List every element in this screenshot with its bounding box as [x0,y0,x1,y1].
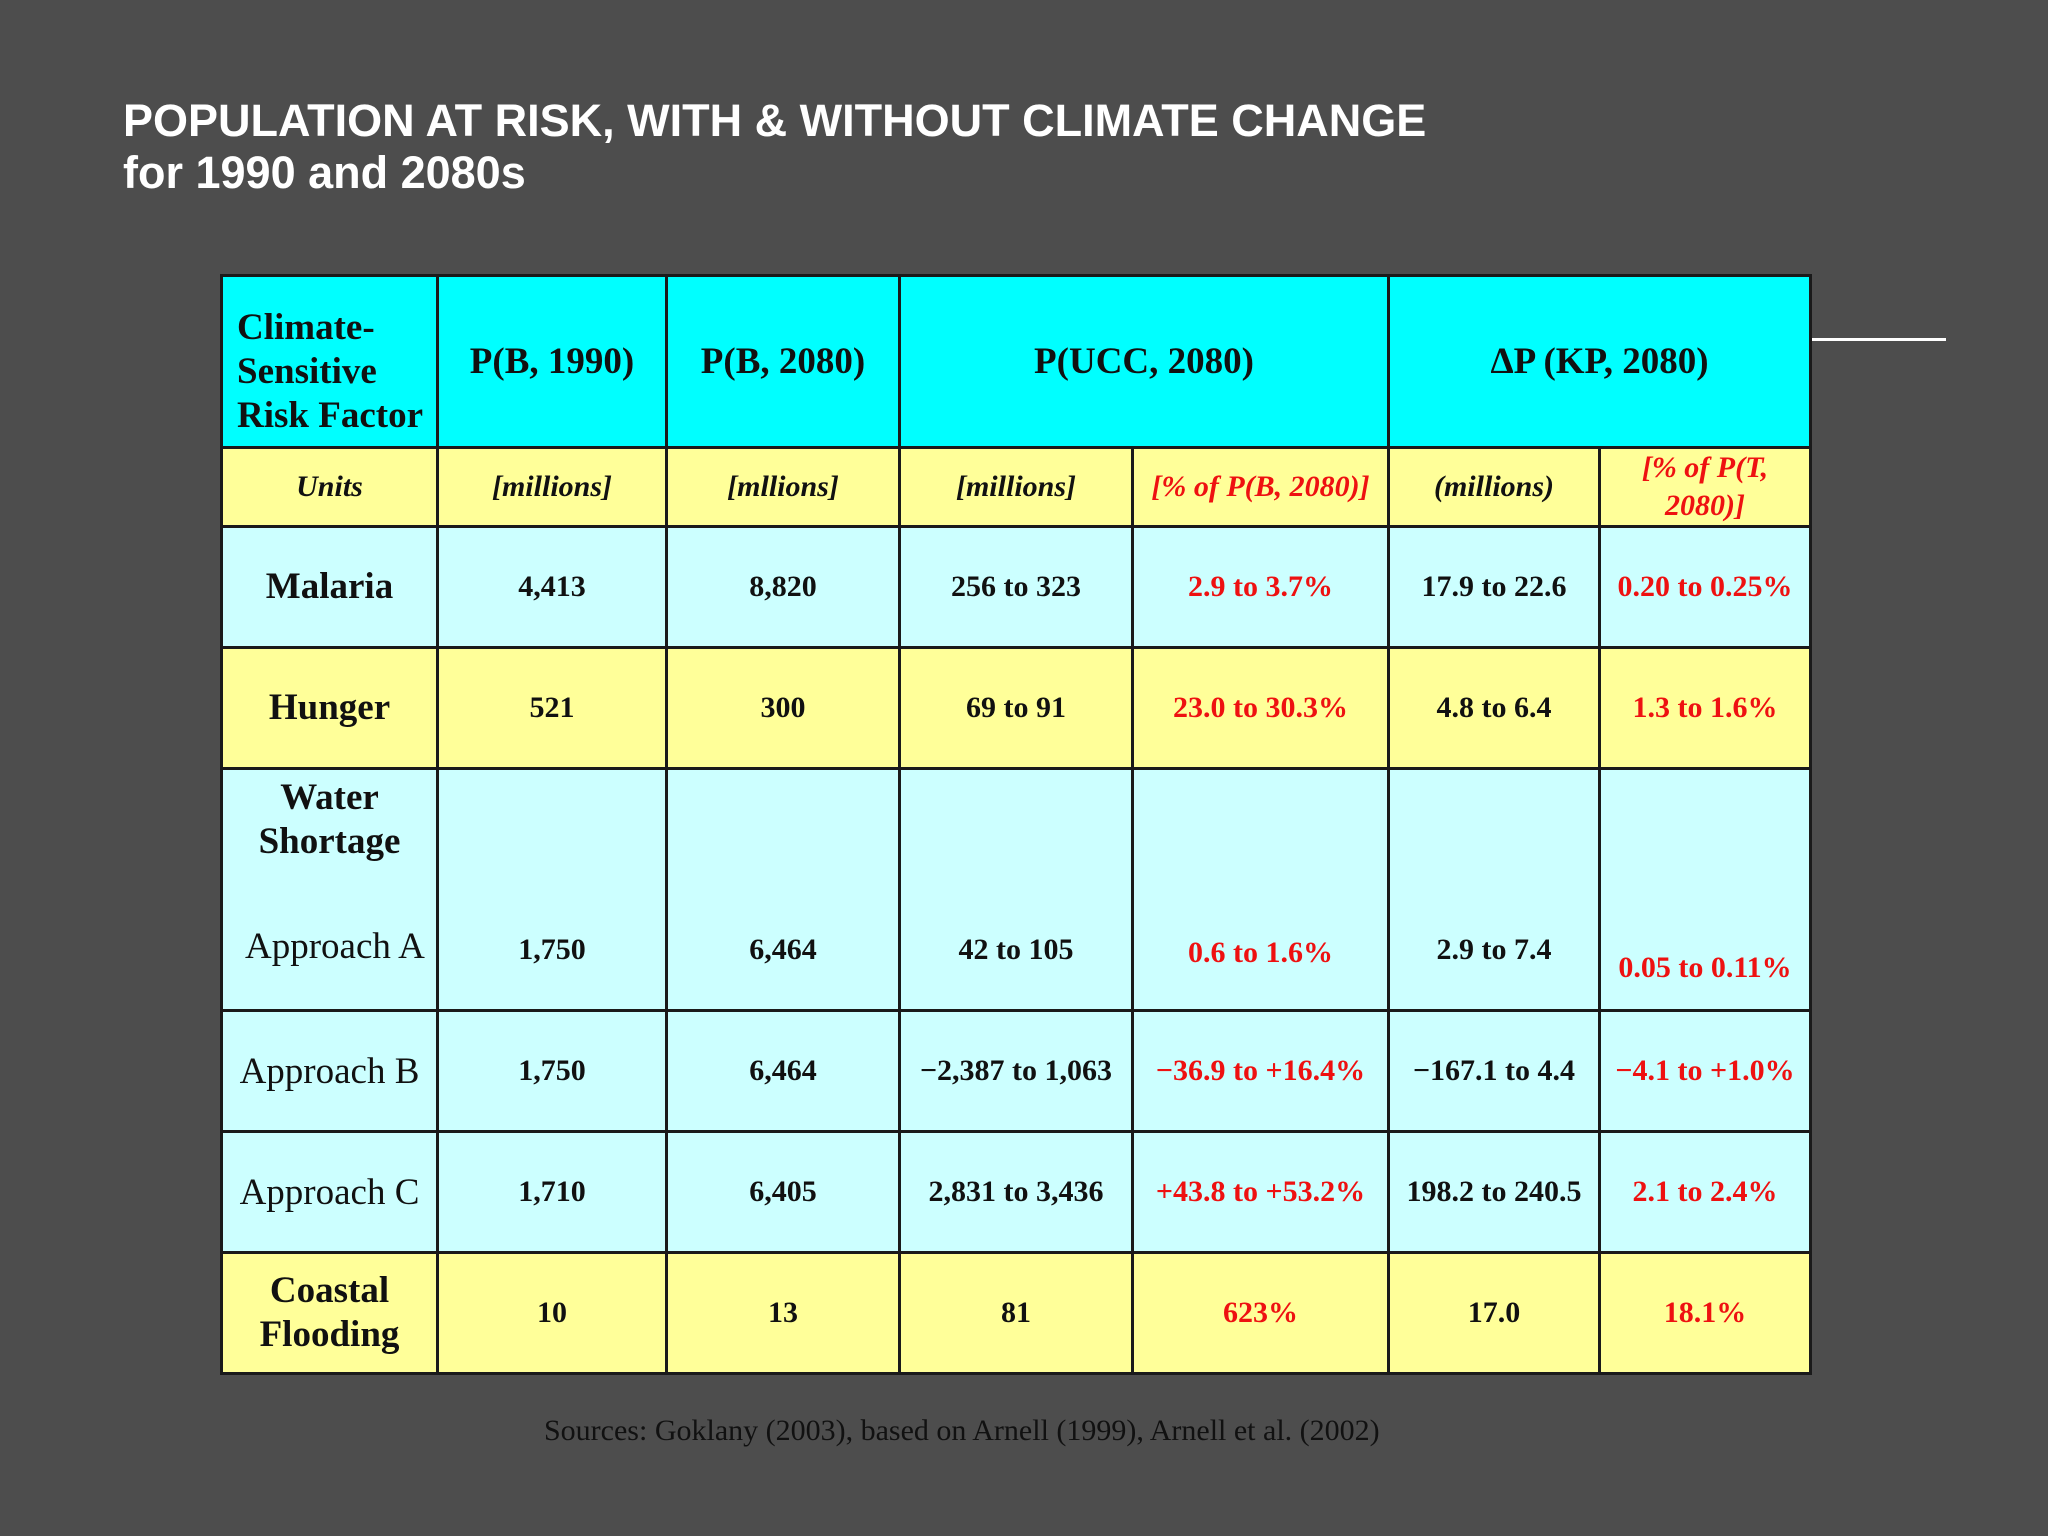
cell-pb-2080: 8,820 [665,525,901,649]
row-label: Approach C [220,1130,439,1254]
cell-dpkp-pct: 1.3 to 1.6% [1597,646,1813,770]
header-row: Climate- Sensitive Risk Factor P(B, 1990) … [220,274,1813,449]
cell-dpkp-pct: −4.1 to +1.0% [1597,1009,1813,1133]
units-row: Units [millions] [mllions] [millions] [%… [220,446,1813,528]
header-dpkp-2080: ΔP (KP, 2080) [1386,274,1813,449]
units-label: Units [220,446,439,528]
units-pb-1990: [millions] [436,446,668,528]
row-label: Hunger [220,646,439,770]
cell-dpkp-pct: 0.05 to 0.11% [1597,767,1813,1012]
cell-pb-2080: 6,405 [665,1130,901,1254]
risk-table: Climate- Sensitive Risk Factor P(B, 1990) … [220,274,1813,1375]
cell-dpkp: 17.0 [1387,1251,1601,1375]
cell-pb-2080: 13 [665,1251,901,1375]
table-row: Approach C 1,710 6,405 2,831 to 3,436 +4… [220,1130,1813,1254]
sources-note: Sources: Goklany (2003), based on Arnell… [544,1414,1380,1447]
row-label: Approach B [220,1009,439,1133]
header-pb-1990: P(B, 1990) [436,274,668,449]
cell-pucc-pct: 0.6 to 1.6% [1131,767,1390,1012]
header-pb-2080: P(B, 2080) [665,274,901,449]
cell-pucc: −2,387 to 1,063 [898,1009,1134,1133]
cell-pucc-pct: 23.0 to 30.3% [1131,646,1390,770]
cell-pucc-pct: 623% [1131,1251,1390,1375]
cell-dpkp-pct: 18.1% [1597,1251,1813,1375]
cell-dpkp: 198.2 to 240.5 [1387,1130,1601,1254]
cell-pb-1990: 1,750 [436,767,668,1012]
cell-dpkp-pct: 0.20 to 0.25% [1597,525,1813,649]
row-label: Coastal Flooding [220,1251,439,1375]
header-pucc-2080: P(UCC, 2080) [898,274,1390,449]
cell-pb-1990: 1,750 [436,1009,668,1133]
table-row: Water Shortage Approach A 1,750 6,464 42… [220,767,1813,1012]
cell-pucc: 81 [898,1251,1134,1375]
cell-pb-2080: 6,464 [665,1009,901,1133]
table-row: Hunger 521 300 69 to 91 23.0 to 30.3% 4.… [220,646,1813,770]
cell-dpkp: 2.9 to 7.4 [1387,767,1601,1012]
title-line-2: for 1990 and 2080s [123,147,526,198]
cell-dpkp: −167.1 to 4.4 [1387,1009,1601,1133]
units-pucc: [millions] [898,446,1134,528]
cell-pucc: 42 to 105 [898,767,1134,1012]
cell-pb-1990: 1,710 [436,1130,668,1254]
title-line-1: POPULATION AT RISK, WITH & WITHOUT CLIMA… [123,95,1427,146]
slide-title: POPULATION AT RISK, WITH & WITHOUT CLIMA… [123,95,1426,199]
units-dpkp-pct: [% of P(T, 2080)] [1597,446,1813,528]
cell-pb-2080: 300 [665,646,901,770]
cell-pb-2080: 6,464 [665,767,901,1012]
cell-pucc-pct: −36.9 to +16.4% [1131,1009,1390,1133]
cell-pucc: 2,831 to 3,436 [898,1130,1134,1254]
table-row: Malaria 4,413 8,820 256 to 323 2.9 to 3.… [220,525,1813,649]
cell-pucc: 69 to 91 [898,646,1134,770]
cell-pucc-pct: +43.8 to +53.2% [1131,1130,1390,1254]
cell-pucc-pct: 2.9 to 3.7% [1131,525,1390,649]
table-row: Approach B 1,750 6,464 −2,387 to 1,063 −… [220,1009,1813,1133]
row-label-water-shortage: Water Shortage Approach A [220,767,439,1012]
header-factor-label: Climate- Sensitive Risk Factor [237,306,423,436]
units-pucc-pct: [% of P(B, 2080)] [1131,446,1390,528]
units-dpkp: (millions) [1387,446,1601,528]
cell-pb-1990: 4,413 [436,525,668,649]
row-sublabel: Approach A [245,926,425,967]
row-label: Water Shortage [258,777,401,862]
header-factor: Climate- Sensitive Risk Factor [220,274,439,449]
cell-dpkp: 4.8 to 6.4 [1387,646,1601,770]
cell-pucc: 256 to 323 [898,525,1134,649]
cell-dpkp: 17.9 to 22.6 [1387,525,1601,649]
row-label: Malaria [220,525,439,649]
cell-pb-1990: 10 [436,1251,668,1375]
cell-pb-1990: 521 [436,646,668,770]
table-row: Coastal Flooding 10 13 81 623% 17.0 18.1… [220,1251,1813,1375]
units-pb-2080: [mllions] [665,446,901,528]
decorative-line [1809,338,1946,341]
cell-dpkp-pct: 2.1 to 2.4% [1597,1130,1813,1254]
